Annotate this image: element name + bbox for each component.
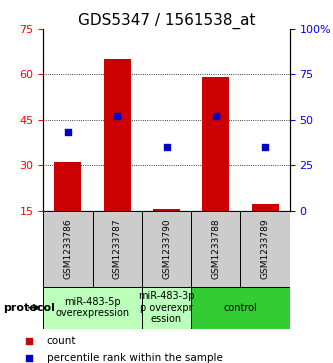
Bar: [153, 209, 180, 211]
Text: miR-483-5p
overexpression: miR-483-5p overexpression: [56, 297, 130, 318]
Text: GSM1233790: GSM1233790: [162, 218, 171, 279]
Bar: [104, 59, 131, 211]
Bar: [191, 211, 240, 287]
Bar: [251, 204, 279, 211]
Text: control: control: [223, 303, 257, 313]
Bar: [43, 287, 142, 329]
Point: [65, 130, 71, 135]
Bar: [142, 211, 191, 287]
Point: [213, 113, 218, 119]
Bar: [202, 77, 229, 211]
Bar: [142, 287, 191, 329]
Bar: [93, 211, 142, 287]
Text: GSM1233786: GSM1233786: [63, 218, 73, 279]
Text: count: count: [47, 335, 76, 346]
Point: [26, 355, 31, 361]
Point: [164, 144, 169, 150]
Point: [115, 113, 120, 119]
Text: protocol: protocol: [3, 303, 55, 313]
Bar: [191, 287, 290, 329]
Bar: [43, 211, 93, 287]
Text: percentile rank within the sample: percentile rank within the sample: [47, 353, 222, 363]
Text: GSM1233788: GSM1233788: [211, 218, 220, 279]
Text: GSM1233787: GSM1233787: [113, 218, 122, 279]
Text: GSM1233789: GSM1233789: [260, 218, 270, 279]
Bar: [240, 211, 290, 287]
Point: [262, 144, 268, 150]
Text: miR-483-3p
p overexpr
ession: miR-483-3p p overexpr ession: [138, 291, 195, 324]
Point: [26, 338, 31, 343]
Title: GDS5347 / 1561538_at: GDS5347 / 1561538_at: [78, 13, 255, 29]
Bar: [54, 162, 82, 211]
